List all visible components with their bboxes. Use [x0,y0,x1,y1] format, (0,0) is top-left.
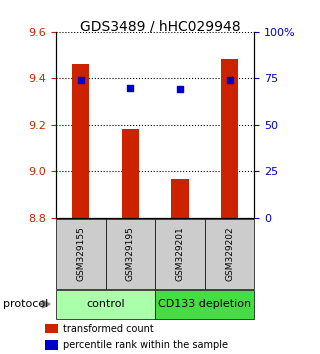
Text: GSM329195: GSM329195 [126,227,135,281]
Point [78,78,84,83]
Text: GSM329202: GSM329202 [225,227,234,281]
Bar [205,219,254,289]
Bar [56,219,106,289]
Bar [72,64,90,218]
Bar [155,219,205,289]
Bar [122,130,139,218]
Text: GSM329201: GSM329201 [175,227,185,281]
Bar [155,290,254,319]
Text: control: control [86,299,125,309]
Text: protocol: protocol [3,299,48,309]
Bar [221,58,238,218]
Text: CD133 depletion: CD133 depletion [158,299,252,309]
Text: percentile rank within the sample: percentile rank within the sample [63,340,228,350]
Point [177,87,182,92]
Bar [106,219,155,289]
Bar [44,340,59,350]
Text: GSM329155: GSM329155 [76,227,85,281]
Point [128,85,133,91]
Bar [44,324,59,333]
Text: GDS3489 / hHC029948: GDS3489 / hHC029948 [80,19,240,34]
Point [227,78,232,83]
Bar [56,290,155,319]
Text: transformed count: transformed count [63,324,154,333]
Bar [171,179,189,218]
